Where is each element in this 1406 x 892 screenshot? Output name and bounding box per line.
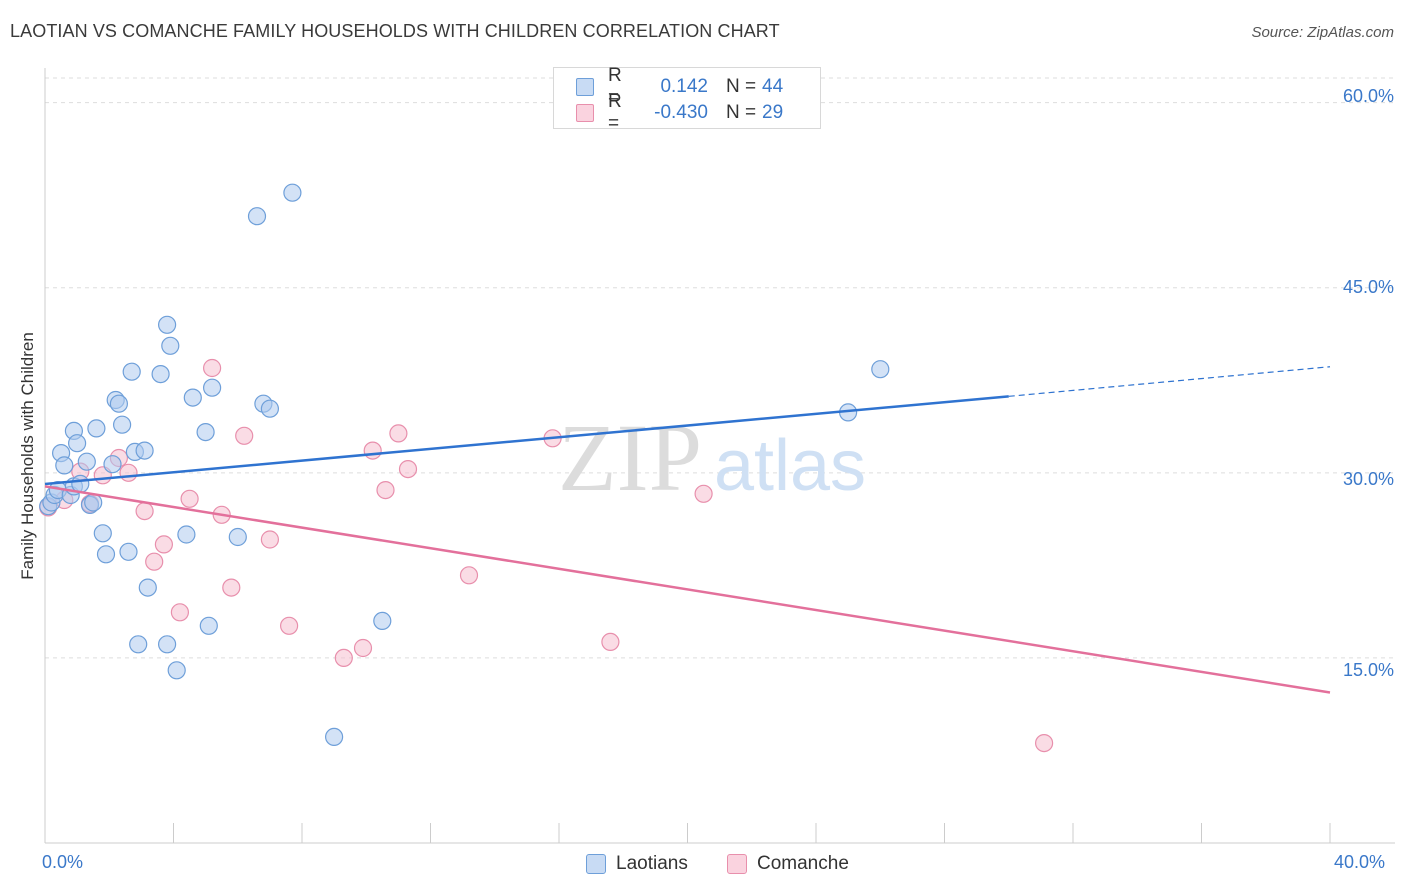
comanche-point — [389, 424, 408, 443]
r-value: 0.142 — [660, 76, 708, 97]
comanche-point — [170, 603, 189, 622]
laotians-point — [93, 524, 112, 543]
chart-title: LAOTIAN VS COMANCHE FAMILY HOUSEHOLDS WI… — [10, 21, 780, 41]
comanche-point — [235, 426, 254, 445]
comanche-swatch — [727, 854, 747, 874]
laotians-point — [161, 336, 180, 355]
comanche-point — [154, 535, 173, 554]
comanche-point — [694, 484, 713, 503]
series-legend: Laotians Comanche — [0, 851, 1406, 877]
laotians-swatch — [586, 854, 606, 874]
y-tick-label-30: 30.0% — [1342, 469, 1394, 489]
comanche-point — [334, 648, 353, 668]
laotians-point — [151, 365, 170, 384]
comanche-point — [601, 632, 620, 652]
comanche-point — [363, 441, 382, 460]
laotians-point — [103, 455, 122, 474]
comanche-point — [145, 552, 164, 571]
comanche-point — [376, 481, 395, 500]
comanche-point — [260, 530, 279, 549]
laotians-point — [158, 315, 177, 334]
laotians-point — [183, 388, 202, 407]
comanche-point — [459, 566, 479, 585]
laotians-point — [283, 183, 302, 202]
laotians-point — [119, 542, 138, 561]
x-tick-label-min: 0.0% — [42, 852, 84, 872]
laotians-point — [122, 362, 141, 381]
y-tick-label-15: 15.0% — [1342, 660, 1394, 680]
watermark: ZIP atlas — [558, 404, 866, 511]
n-value: 44 — [762, 76, 784, 97]
laotians-point — [129, 635, 148, 654]
r-label: R = — [608, 65, 622, 108]
laotians-trend-line — [44, 395, 1009, 486]
laotians-point — [67, 434, 87, 453]
laotians-point — [196, 423, 215, 442]
y-tick-label-45: 45.0% — [1342, 277, 1394, 297]
comanche-point — [222, 578, 241, 597]
comanche-point — [135, 502, 154, 521]
laotians-point — [177, 525, 196, 544]
comanche-point — [119, 463, 138, 482]
legend-item-laotians: Laotians — [586, 851, 688, 877]
laotians-point — [109, 394, 129, 413]
n-label: N = — [726, 102, 757, 123]
x-tick-label-max: 40.0% — [1334, 852, 1386, 872]
laotians-point — [112, 415, 132, 434]
r-label: R = — [608, 91, 622, 134]
n-label: N = — [726, 76, 757, 97]
laotians-point — [84, 493, 103, 512]
laotians-point — [138, 578, 157, 597]
comanche-point — [203, 358, 222, 378]
laotians-point — [871, 360, 890, 379]
stats-legend: R = 0.142 N = 44 R = -0.430 N = 29 — [553, 65, 821, 134]
comanche-point — [398, 460, 418, 479]
laotians-trend-extension — [1008, 366, 1331, 397]
laotians-point — [87, 419, 106, 438]
y-tick-label-60: 60.0% — [1342, 86, 1394, 106]
laotians-point — [247, 207, 267, 226]
laotians-point — [228, 527, 247, 547]
laotians-point — [203, 378, 222, 397]
laotians-point — [167, 661, 186, 680]
r-value: -0.430 — [654, 102, 708, 123]
n-value: 29 — [762, 102, 784, 123]
laotians-point — [71, 474, 90, 493]
watermark-zip: ZIP — [558, 404, 702, 511]
comanche-point — [280, 616, 299, 635]
legend-item-comanche: Comanche — [727, 851, 849, 877]
laotians-point — [260, 399, 279, 418]
laotians-point — [135, 441, 154, 460]
chart-source: Source: ZipAtlas.com — [1251, 24, 1394, 41]
legend-label-comanche: Comanche — [757, 853, 849, 874]
gridlines — [45, 77, 1395, 659]
trend-lines — [44, 366, 1331, 694]
laotians-point — [199, 616, 218, 635]
comanche-swatch — [576, 104, 594, 122]
laotians-point — [325, 727, 344, 747]
comanche-points — [39, 358, 1054, 753]
laotians-point — [55, 456, 74, 475]
laotians-point — [77, 452, 96, 471]
watermark-atlas: atlas — [714, 426, 866, 506]
comanche-trend-line — [44, 485, 1331, 694]
legend-row-laotians: R = 0.142 N = 44 — [576, 65, 792, 108]
laotians-point — [373, 611, 392, 631]
laotians-point — [96, 545, 116, 564]
comanche-point — [353, 638, 373, 658]
legend-label-laotians: Laotians — [616, 853, 688, 874]
laotians-swatch — [576, 78, 594, 96]
laotians-point — [158, 635, 177, 654]
legend-row-comanche: R = -0.430 N = 29 — [576, 91, 792, 134]
axes — [44, 68, 1395, 844]
comanche-point — [1034, 733, 1054, 753]
comanche-point — [180, 489, 199, 508]
